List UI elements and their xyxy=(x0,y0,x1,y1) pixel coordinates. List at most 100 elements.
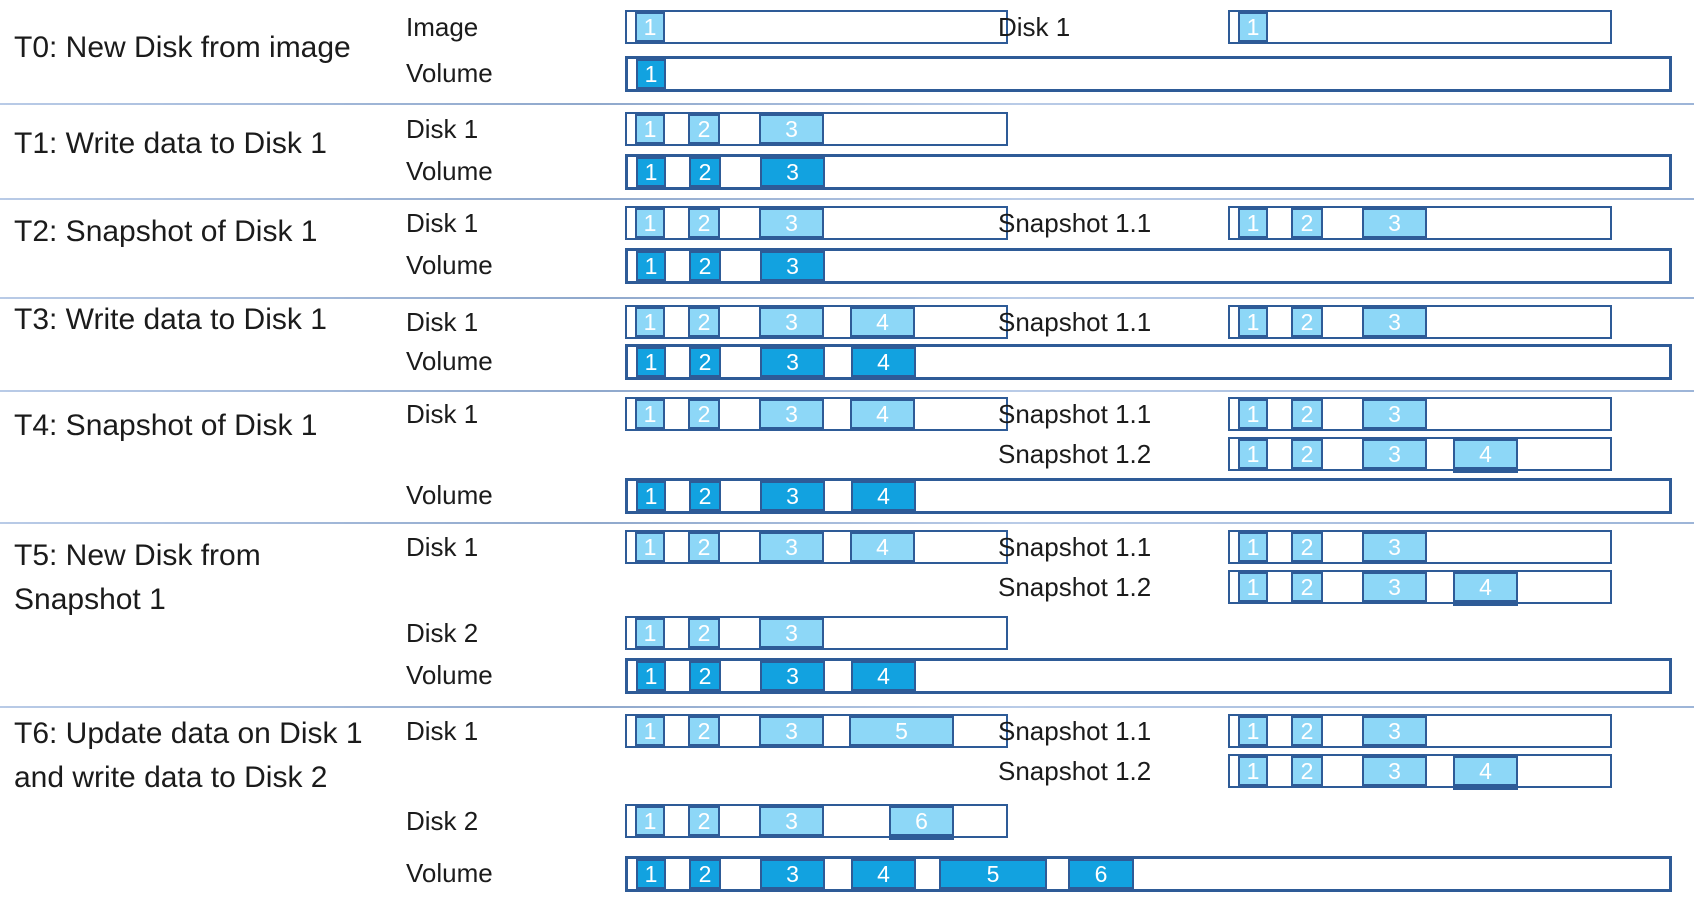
section-title-t0: T0: New Disk from image xyxy=(14,31,351,64)
data-block-4: 4 xyxy=(1453,572,1518,602)
data-block-2: 2 xyxy=(1291,716,1323,746)
data-block-1: 1 xyxy=(636,59,666,89)
data-block-2: 2 xyxy=(688,716,720,746)
row-label-disk-1: Disk 1 xyxy=(406,307,479,337)
row-label-disk-1: Disk 1 xyxy=(406,114,479,144)
data-block-3: 3 xyxy=(759,532,824,562)
row-label-disk-1: Disk 1 xyxy=(406,716,479,746)
row-label-volume: Volume xyxy=(406,858,493,888)
data-block-1: 1 xyxy=(636,157,666,187)
data-block-1: 1 xyxy=(636,481,666,511)
data-block-1: 1 xyxy=(635,208,665,238)
data-block-3: 3 xyxy=(759,618,824,648)
data-block-3: 3 xyxy=(1362,208,1427,238)
section-divider xyxy=(0,198,1694,200)
data-block-2: 2 xyxy=(689,481,721,511)
data-block-2: 2 xyxy=(689,251,721,281)
data-block-2: 2 xyxy=(688,307,720,337)
data-block-2: 2 xyxy=(688,399,720,429)
data-block-1: 1 xyxy=(636,661,666,691)
data-block-3: 3 xyxy=(760,661,825,691)
data-block-2: 2 xyxy=(688,532,720,562)
data-block-2: 2 xyxy=(1291,399,1323,429)
snapshot-label-snapshot-1-1: Snapshot 1.1 xyxy=(998,532,1152,562)
data-block-1: 1 xyxy=(1238,307,1268,337)
snapshot-label-snapshot-1-2: Snapshot 1.2 xyxy=(998,572,1152,602)
data-block-3: 3 xyxy=(760,859,825,889)
data-block-3: 3 xyxy=(1362,399,1427,429)
data-block-2: 2 xyxy=(1291,756,1323,786)
row-label-disk-1: Disk 1 xyxy=(406,208,479,238)
section-title-t4: T4: Snapshot of Disk 1 xyxy=(14,409,318,442)
snapshot-label-snapshot-1-2: Snapshot 1.2 xyxy=(998,756,1152,786)
data-block-2: 2 xyxy=(1291,439,1323,469)
row-label-disk-1: Disk 1 xyxy=(406,532,479,562)
section-divider xyxy=(0,390,1694,392)
data-block-3: 3 xyxy=(1362,756,1427,786)
data-block-3: 3 xyxy=(760,481,825,511)
data-block-1: 1 xyxy=(635,399,665,429)
data-block-3: 3 xyxy=(1362,532,1427,562)
data-block-1: 1 xyxy=(635,114,665,144)
data-block-2: 2 xyxy=(688,806,720,836)
data-block-2: 2 xyxy=(1291,572,1323,602)
section-title-t6: T6: Update data on Disk 1 and write data… xyxy=(14,717,363,794)
snapshot-bar: 1 xyxy=(1228,10,1612,44)
data-block-3: 3 xyxy=(759,399,824,429)
data-block-3: 3 xyxy=(760,251,825,281)
data-block-3: 3 xyxy=(1362,307,1427,337)
data-block-4: 4 xyxy=(851,347,916,377)
data-block-3: 3 xyxy=(759,716,824,746)
section-divider xyxy=(0,103,1694,105)
data-block-1: 1 xyxy=(1238,716,1268,746)
data-block-2: 2 xyxy=(688,114,720,144)
data-block-1: 1 xyxy=(635,532,665,562)
data-block-2: 2 xyxy=(689,859,721,889)
data-block-1: 1 xyxy=(635,716,665,746)
data-block-2: 2 xyxy=(688,208,720,238)
data-block-3: 3 xyxy=(760,157,825,187)
row-label-volume: Volume xyxy=(406,250,493,280)
section-divider xyxy=(0,706,1694,708)
snapshot-label-snapshot-1-1: Snapshot 1.1 xyxy=(998,399,1152,429)
data-block-2: 2 xyxy=(1291,208,1323,238)
data-block-2: 2 xyxy=(1291,532,1323,562)
data-block-4: 4 xyxy=(850,307,915,337)
data-block-2: 2 xyxy=(1291,307,1323,337)
data-block-1: 1 xyxy=(1238,208,1268,238)
data-block-1: 1 xyxy=(1238,532,1268,562)
data-block-1: 1 xyxy=(635,806,665,836)
data-block-4: 4 xyxy=(1453,439,1518,469)
data-block-1: 1 xyxy=(635,307,665,337)
data-block-3: 3 xyxy=(1362,439,1427,469)
data-block-1: 1 xyxy=(636,347,666,377)
snapshot-label-snapshot-1-1: Snapshot 1.1 xyxy=(998,716,1152,746)
data-block-1: 1 xyxy=(635,12,665,42)
data-block-4: 4 xyxy=(1453,756,1518,786)
row-label-volume: Volume xyxy=(406,156,493,186)
snapshot-label-disk-1: Disk 1 xyxy=(998,12,1071,42)
snapshot-label-snapshot-1-1: Snapshot 1.1 xyxy=(998,307,1152,337)
data-block-2: 2 xyxy=(689,661,721,691)
data-block-1: 1 xyxy=(636,859,666,889)
data-block-2: 2 xyxy=(689,347,721,377)
data-block-4: 4 xyxy=(850,399,915,429)
data-block-2: 2 xyxy=(688,618,720,648)
data-block-3: 3 xyxy=(759,114,824,144)
data-block-1: 1 xyxy=(636,251,666,281)
data-block-4: 4 xyxy=(850,532,915,562)
